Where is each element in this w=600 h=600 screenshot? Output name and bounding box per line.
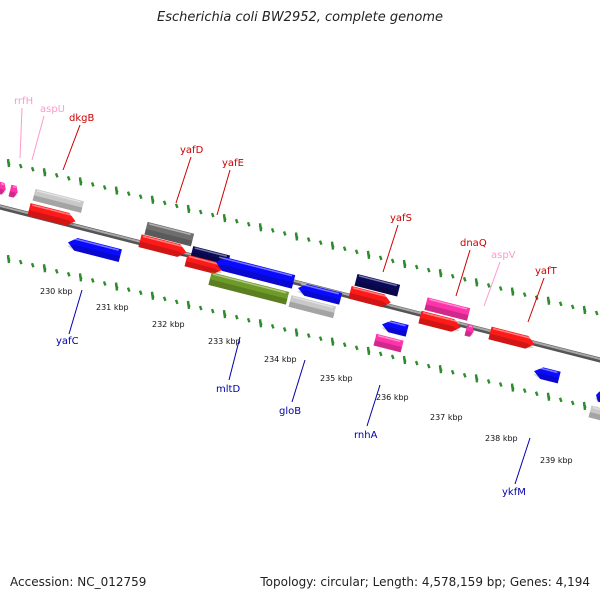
leader-line-yafT (527, 277, 545, 323)
gene-rnhA-blue (381, 319, 409, 337)
leader-line-yafC (68, 289, 83, 335)
inner-tick-row (6, 254, 599, 412)
kbp-label: 236 kbp (376, 393, 409, 402)
tick-layer (6, 158, 599, 412)
gene-layer (0, 181, 600, 421)
gene-label-ykfM: ykfM (502, 487, 526, 498)
leader-line-dkgB (62, 124, 81, 171)
gene-yafT (488, 326, 535, 349)
kbp-label: 235 kbp (320, 374, 353, 383)
gene-mltD (215, 256, 296, 289)
gene-label-yafT: yafT (535, 266, 558, 277)
kbp-label: 233 kbp (208, 337, 241, 346)
gene-label-yafC: yafC (56, 336, 79, 347)
gene-edge-gray (588, 405, 600, 421)
kbp-label: 230 kbp (40, 287, 73, 296)
leader-line-yafE (216, 169, 231, 216)
gene-label-rnhA: rnhA (354, 430, 378, 441)
kbp-label: 234 kbp (264, 355, 297, 364)
accession-label: Accession: NC_012759 (10, 575, 147, 589)
kbp-label: 239 kbp (540, 456, 573, 465)
leader-line-rrfH (19, 107, 23, 159)
leader-line-dnaQ (455, 249, 471, 297)
leader-line-mltD (228, 336, 241, 381)
gene-label-dkgB: dkgB (69, 113, 94, 124)
gene-gloB (288, 295, 337, 319)
gene-gloB-blue (297, 283, 343, 305)
gene-unnamed-gray-1 (32, 188, 84, 213)
gene-dnaQ-pink (424, 297, 471, 321)
leader-line-yafD (175, 156, 192, 204)
gene-label-aspU: aspU (40, 104, 65, 115)
gene-mltD-olive (208, 272, 290, 305)
gene-label-yafS: yafS (390, 213, 412, 224)
gene-label-yafD: yafD (180, 145, 204, 156)
gene-ykfM-blue (533, 366, 561, 384)
leader-line-aspV (483, 261, 501, 307)
label-layer: 230 kbp 231 kbp 232 kbp 233 kbp 234 kbp 235 k… (14, 96, 573, 498)
gene-yafC (67, 237, 122, 262)
leader-line-yafS (382, 224, 399, 273)
gene-aspU (8, 184, 18, 198)
kbp-label: 237 kbp (430, 413, 463, 422)
gene-label-mltD: mltD (216, 384, 240, 395)
gene-yafS (348, 285, 391, 307)
map-title: Escherichia coli BW2952, complete genome (157, 10, 443, 25)
leader-line-ykfM (514, 437, 531, 485)
gene-rnhA (373, 333, 404, 353)
gene-dkgB (27, 203, 76, 226)
gene-label-dnaQ: dnaQ (460, 238, 487, 249)
leader-line-aspU (31, 115, 45, 161)
kbp-label: 238 kbp (485, 434, 518, 443)
outer-tick-row (6, 158, 599, 316)
leader-line-gloB (291, 359, 306, 403)
gene-yafD (138, 234, 187, 257)
gene-yafE (184, 254, 223, 274)
gene-yafS-gray (354, 273, 401, 297)
gene-dnaQ (418, 310, 461, 332)
gene-aspV (464, 324, 474, 337)
gene-edge-blue (595, 390, 600, 404)
gene-yafD-gray (144, 221, 195, 247)
gene-rrfH (0, 181, 6, 195)
gene-label-aspV: aspV (491, 250, 516, 261)
kbp-label: 232 kbp (152, 320, 185, 329)
gene-label-yafE: yafE (222, 158, 244, 169)
leader-line-rnhA (366, 384, 381, 427)
topology-label: Topology: circular; Length: 4,578,159 bp… (260, 575, 590, 589)
gene-label-rrfH: rrfH (14, 96, 33, 107)
gene-label-gloB: gloB (279, 406, 301, 417)
kbp-label: 231 kbp (96, 303, 129, 312)
